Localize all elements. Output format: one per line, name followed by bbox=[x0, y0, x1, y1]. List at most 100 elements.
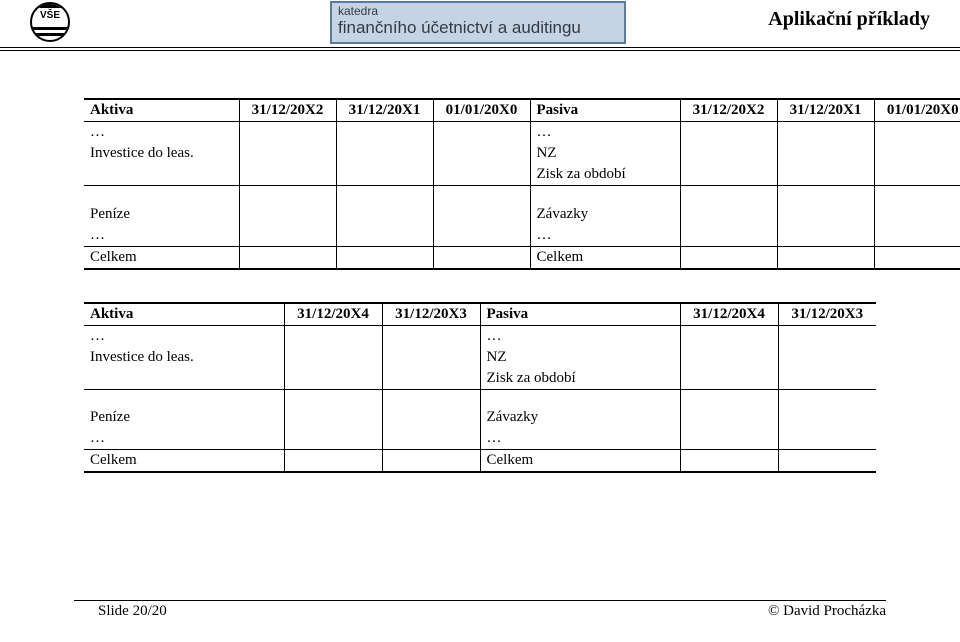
table-row bbox=[84, 389, 876, 407]
cell bbox=[336, 246, 433, 269]
cell bbox=[778, 450, 876, 473]
banner-small-text: katedra bbox=[338, 5, 618, 18]
col-date: 31/12/20X2 bbox=[680, 99, 777, 122]
cell bbox=[778, 347, 876, 368]
cell-label bbox=[84, 164, 239, 186]
table-row: … … bbox=[84, 428, 876, 450]
cell bbox=[433, 186, 530, 204]
table-row: Aktiva 31/12/20X2 31/12/20X1 01/01/20X0 … bbox=[84, 99, 960, 122]
cell-label: … bbox=[84, 122, 239, 144]
table-row bbox=[84, 186, 960, 204]
cell bbox=[284, 389, 382, 407]
cell bbox=[778, 325, 876, 347]
cell-label: Celkem bbox=[84, 450, 284, 473]
col-date: 31/12/20X1 bbox=[336, 99, 433, 122]
cell-label: Peníze bbox=[84, 407, 284, 428]
cell bbox=[680, 450, 778, 473]
cell bbox=[382, 347, 480, 368]
cell bbox=[239, 225, 336, 247]
col-aktiva: Aktiva bbox=[84, 303, 284, 326]
page: VŠE katedra finančního účetnictví a audi… bbox=[0, 0, 960, 642]
cell bbox=[778, 407, 876, 428]
header-underline bbox=[0, 50, 960, 51]
cell bbox=[778, 389, 876, 407]
cell bbox=[433, 204, 530, 225]
col-date: 31/12/20X3 bbox=[778, 303, 876, 326]
cell bbox=[336, 164, 433, 186]
cell bbox=[433, 225, 530, 247]
table-row: … … bbox=[84, 122, 960, 144]
cell bbox=[680, 143, 777, 164]
cell bbox=[778, 368, 876, 390]
cell bbox=[874, 122, 960, 144]
cell-label: … bbox=[530, 225, 680, 247]
col-date: 31/12/20X4 bbox=[680, 303, 778, 326]
cell bbox=[433, 246, 530, 269]
page-title: Aplikační příklady bbox=[768, 8, 930, 31]
cell-label bbox=[530, 186, 680, 204]
cell bbox=[777, 186, 874, 204]
cell bbox=[874, 225, 960, 247]
cell bbox=[777, 246, 874, 269]
table-row: Aktiva 31/12/20X4 31/12/20X3 Pasiva 31/1… bbox=[84, 303, 876, 326]
cell bbox=[874, 143, 960, 164]
cell bbox=[778, 428, 876, 450]
cell bbox=[680, 225, 777, 247]
cell bbox=[239, 122, 336, 144]
cell-label: Investice do leas. bbox=[84, 143, 239, 164]
cell bbox=[777, 143, 874, 164]
cell bbox=[433, 143, 530, 164]
cell-label bbox=[84, 368, 284, 390]
cell-label bbox=[84, 186, 239, 204]
cell-label: Celkem bbox=[530, 246, 680, 269]
cell bbox=[777, 122, 874, 144]
cell bbox=[382, 450, 480, 473]
cell bbox=[874, 204, 960, 225]
cell bbox=[680, 389, 778, 407]
cell bbox=[382, 428, 480, 450]
cell bbox=[680, 204, 777, 225]
cell bbox=[680, 122, 777, 144]
col-date: 31/12/20X1 bbox=[777, 99, 874, 122]
cell bbox=[284, 368, 382, 390]
col-aktiva: Aktiva bbox=[84, 99, 239, 122]
cell bbox=[284, 407, 382, 428]
cell-label: Peníze bbox=[84, 204, 239, 225]
table-row-total: Celkem Celkem bbox=[84, 450, 876, 473]
footer-author: © David Procházka bbox=[768, 603, 886, 620]
cell bbox=[433, 164, 530, 186]
cell bbox=[680, 325, 778, 347]
cell bbox=[680, 164, 777, 186]
cell bbox=[284, 450, 382, 473]
table-row: Peníze Závazky bbox=[84, 407, 876, 428]
cell bbox=[284, 428, 382, 450]
cell bbox=[336, 225, 433, 247]
cell bbox=[336, 186, 433, 204]
cell bbox=[382, 389, 480, 407]
cell bbox=[336, 204, 433, 225]
cell-label: … bbox=[480, 428, 680, 450]
cell bbox=[239, 164, 336, 186]
cell bbox=[680, 246, 777, 269]
col-pasiva: Pasiva bbox=[530, 99, 680, 122]
cell bbox=[777, 204, 874, 225]
banner-big-text: finančního účetnictví a auditingu bbox=[338, 18, 618, 38]
cell-label: Investice do leas. bbox=[84, 347, 284, 368]
cell bbox=[680, 368, 778, 390]
cell-label: Zisk za období bbox=[530, 164, 680, 186]
cell bbox=[382, 407, 480, 428]
col-date: 31/12/20X4 bbox=[284, 303, 382, 326]
cell bbox=[433, 122, 530, 144]
cell-label: Celkem bbox=[84, 246, 239, 269]
cell bbox=[680, 186, 777, 204]
cell-label: NZ bbox=[480, 347, 680, 368]
col-date: 01/01/20X0 bbox=[874, 99, 960, 122]
cell-label: Celkem bbox=[480, 450, 680, 473]
cell-label: Zisk za období bbox=[480, 368, 680, 390]
cell bbox=[239, 246, 336, 269]
table-row: Investice do leas. NZ bbox=[84, 347, 876, 368]
cell bbox=[239, 204, 336, 225]
logo-icon: VŠE bbox=[30, 2, 70, 42]
cell-label: Závazky bbox=[530, 204, 680, 225]
cell bbox=[680, 347, 778, 368]
